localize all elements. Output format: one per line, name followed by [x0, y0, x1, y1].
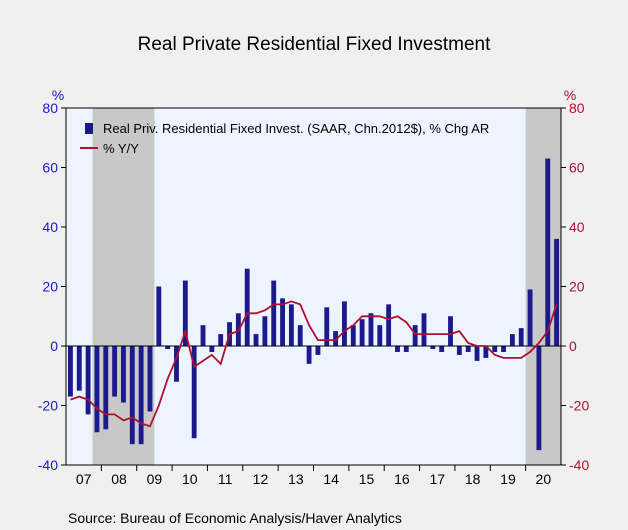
right-tick-label--40: -40	[569, 457, 589, 473]
x-label-14: 14	[323, 471, 339, 487]
bar-2013Q4	[306, 346, 312, 364]
x-label-09: 09	[147, 471, 163, 487]
x-label-19: 19	[500, 471, 516, 487]
x-label-12: 12	[253, 471, 269, 487]
bar-2015Q4	[377, 325, 383, 346]
bar-2007Q1	[67, 346, 73, 397]
left-tick-label-0: 0	[50, 338, 58, 354]
bar-2018Q2	[465, 346, 471, 352]
bar-2012Q4	[271, 280, 277, 346]
bar-2014Q3	[333, 331, 339, 346]
bar-2016Q1	[386, 304, 392, 346]
bar-2019Q4	[518, 328, 524, 346]
bar-2015Q3	[368, 313, 374, 346]
bar-2009Q1	[138, 346, 144, 445]
source-note: Source: Bureau of Economic Analysis/Have…	[68, 510, 402, 526]
bar-2020Q1	[527, 289, 533, 346]
bar-2010Q3	[191, 346, 197, 439]
bar-2008Q4	[129, 346, 135, 445]
left-tick-label-40: 40	[42, 219, 58, 235]
bar-series	[67, 158, 560, 451]
right-axis-unit: %	[564, 87, 576, 103]
bar-2009Q3	[156, 286, 162, 346]
bar-2008Q3	[121, 346, 126, 403]
line-series-group	[70, 300, 558, 428]
left-tick-label--40: -40	[38, 457, 58, 473]
x-label-07: 07	[76, 471, 92, 487]
bar-2019Q2	[501, 346, 506, 352]
bar-2016Q2	[395, 346, 400, 352]
bar-2010Q2	[182, 280, 188, 346]
bar-2020Q2	[536, 346, 542, 451]
bar-2017Q3	[439, 346, 445, 352]
left-tick-label-80: 80	[42, 100, 58, 116]
left-tick-label-20: 20	[42, 279, 58, 295]
x-label-18: 18	[465, 471, 481, 487]
bar-2018Q1	[456, 346, 462, 355]
bar-2013Q1	[280, 298, 285, 346]
x-label-11: 11	[218, 471, 233, 487]
x-label-13: 13	[288, 471, 304, 487]
bar-2012Q1	[244, 268, 250, 346]
bar-2016Q4	[412, 325, 418, 346]
legend-bar-swatch	[85, 123, 93, 134]
bar-2020Q4	[554, 238, 560, 346]
legend-label-line: % Y/Y	[103, 141, 139, 156]
axes: -40 -40 -20 -20 0 0 20 20 40 40 60 60 80 80 07 08 09 10 11…	[38, 100, 590, 487]
x-label-17: 17	[429, 471, 445, 487]
chart-title: Real Private Residential Fixed Investmen…	[138, 34, 491, 55]
bar-2014Q2	[324, 307, 330, 346]
bar-2009Q2	[147, 346, 153, 412]
bar-2018Q3	[474, 346, 480, 361]
bar-2008Q2	[112, 346, 118, 397]
left-tick-label--20: -20	[38, 398, 58, 414]
right-tick-label-0: 0	[569, 338, 577, 354]
right-tick-label-60: 60	[569, 160, 585, 176]
bar-2018Q4	[483, 346, 489, 358]
bar-2016Q3	[403, 346, 409, 352]
bar-2011Q1	[209, 346, 215, 352]
bar-2007Q2	[76, 346, 82, 391]
bar-2017Q4	[448, 316, 453, 346]
legend-label-bar: Real Priv. Residential Fixed Invest. (SA…	[103, 121, 489, 136]
bar-2020Q3	[545, 158, 551, 346]
yoy-line	[70, 300, 558, 428]
bar-2007Q4	[94, 346, 100, 433]
bar-2012Q3	[262, 316, 268, 346]
bar-2014Q1	[315, 346, 321, 355]
bar-2007Q3	[85, 346, 91, 415]
bar-2012Q2	[253, 334, 259, 346]
bar-2015Q2	[359, 319, 365, 346]
bar-2017Q1	[421, 313, 427, 346]
legend: Real Priv. Residential Fixed Invest. (SA…	[80, 121, 489, 156]
recession-band-1	[92, 108, 155, 465]
bar-2009Q4	[165, 346, 171, 349]
bar-2017Q2	[430, 346, 436, 349]
bar-2015Q1	[350, 325, 356, 346]
bar-2010Q1	[174, 346, 179, 382]
x-label-08: 08	[111, 471, 127, 487]
right-tick-label-80: 80	[569, 100, 585, 116]
bar-2013Q3	[297, 325, 303, 346]
x-label-15: 15	[359, 471, 375, 487]
bar-2019Q3	[509, 334, 515, 346]
bar-2010Q4	[200, 325, 206, 346]
left-tick-label-60: 60	[42, 160, 58, 176]
right-tick-label--20: -20	[569, 398, 589, 414]
bar-2011Q2	[218, 334, 224, 346]
bar-2008Q1	[103, 346, 109, 430]
x-label-16: 16	[394, 471, 410, 487]
right-tick-label-40: 40	[569, 219, 585, 235]
bar-2014Q4	[342, 301, 347, 346]
bar-2013Q2	[288, 304, 294, 346]
bar-2019Q1	[492, 346, 498, 352]
x-label-10: 10	[182, 471, 198, 487]
left-axis-unit: %	[52, 87, 64, 103]
right-tick-label-20: 20	[569, 279, 585, 295]
x-label-20: 20	[536, 471, 552, 487]
